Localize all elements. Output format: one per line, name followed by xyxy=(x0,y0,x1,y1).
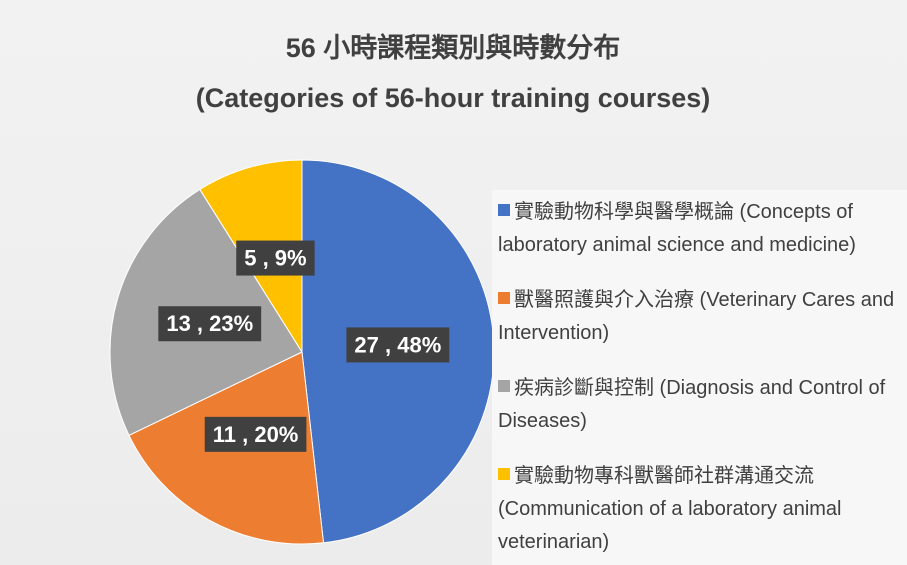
legend-swatch xyxy=(498,292,510,304)
data-label-box xyxy=(158,306,262,342)
data-label-text: 11 , 20% xyxy=(213,422,299,447)
data-label-text: 27 , 48% xyxy=(354,332,441,357)
legend: 實驗動物科學與醫學概論 (Concepts of laboratory anim… xyxy=(492,190,907,565)
data-label: 5 , 9% xyxy=(236,240,315,276)
data-label: 27 , 48% xyxy=(346,327,450,363)
chart-title: 56 小時課程類別與時數分布 xyxy=(286,32,621,63)
data-label-text: 13 , 23% xyxy=(166,311,253,336)
legend-item: 疾病診斷與控制 (Diagnosis and Control of Diseas… xyxy=(498,372,907,438)
legend-label: 疾病診斷與控制 (Diagnosis and Control of Diseas… xyxy=(498,377,886,432)
data-label-box xyxy=(236,240,315,276)
legend-item: 獸醫照護與介入治療 (Veterinary Cares and Interven… xyxy=(498,284,907,350)
legend-label: 獸醫照護與介入治療 (Veterinary Cares and Interven… xyxy=(498,289,895,344)
chart-subtitle: (Categories of 56-hour training courses) xyxy=(196,83,711,113)
data-label-box xyxy=(204,416,307,452)
data-label-box xyxy=(346,327,450,363)
legend-item: 實驗動物科學與醫學概論 (Concepts of laboratory anim… xyxy=(498,196,907,262)
legend-swatch xyxy=(498,380,510,392)
legend-label: 實驗動物專科獸醫師社群溝通交流 (Communication of a labo… xyxy=(498,465,842,553)
data-label: 11 , 20% xyxy=(204,416,307,452)
legend-label: 實驗動物科學與醫學概論 (Concepts of laboratory anim… xyxy=(498,201,856,256)
legend-swatch xyxy=(498,468,510,480)
legend-swatch xyxy=(498,204,510,216)
data-label-text: 5 , 9% xyxy=(244,246,306,271)
data-label: 13 , 23% xyxy=(158,306,262,342)
legend-item: 實驗動物專科獸醫師社群溝通交流 (Communication of a labo… xyxy=(498,460,907,559)
